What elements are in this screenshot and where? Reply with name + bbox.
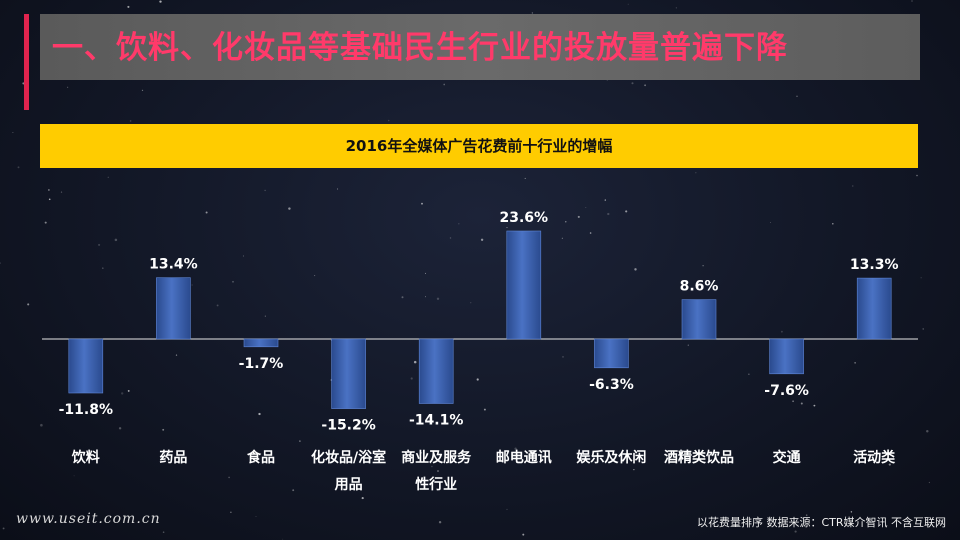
category-label-7: 酒精类饮品 [664,449,734,466]
value-label-7: 8.6% [680,279,719,295]
page-title: 一、饮料、化妆品等基础民生行业的投放量普遍下降 [52,30,788,66]
bar-7 [681,299,717,340]
bar-4 [418,338,454,404]
bar-6 [594,338,629,369]
bar-8 [769,338,804,375]
category-label-4-line-0: 商业及服务 [401,449,472,466]
category-label-6: 娱乐及休闲 [576,449,646,466]
bar-3 [331,338,366,409]
category-label-4-line-1: 性行业 [415,476,457,493]
category-label-5: 邮电通讯 [496,449,552,466]
chart-title: 2016年全媒体广告花费前十行业的增幅 [345,137,613,155]
value-label-8: -7.6% [764,383,809,399]
value-label-4: -14.1% [409,413,463,429]
title-banner [40,14,920,80]
bar-1 [156,277,191,340]
bar-5 [506,230,542,340]
value-label-2: -1.7% [239,356,284,372]
footer-url: www.useit.com.cn [16,511,161,527]
chart-title-banner [40,124,918,168]
value-label-3: -15.2% [321,418,375,434]
footer-source-note: 以花费量排序 数据来源：CTR媒介智讯 不含互联网 [696,516,946,529]
value-label-5: 23.6% [500,210,549,226]
category-label-3-line-1: 用品 [335,477,363,493]
bar-2 [243,338,279,348]
category-label-8: 交通 [773,449,801,466]
bar-0 [68,338,104,394]
value-label-6: -6.3% [589,377,634,393]
category-label-2: 食品 [247,449,275,466]
value-label-9: 13.3% [850,257,899,273]
bar-9 [856,277,892,340]
value-label-0: -11.8% [59,402,113,418]
value-label-1: 13.4% [149,257,198,273]
title-accent-stripe [24,14,29,110]
category-label-9: 活动类 [853,449,896,466]
category-label-3-line-0: 化妆品/浴室 [311,449,386,466]
category-label-0: 饮料 [71,449,100,466]
category-label-1: 药品 [159,449,187,466]
